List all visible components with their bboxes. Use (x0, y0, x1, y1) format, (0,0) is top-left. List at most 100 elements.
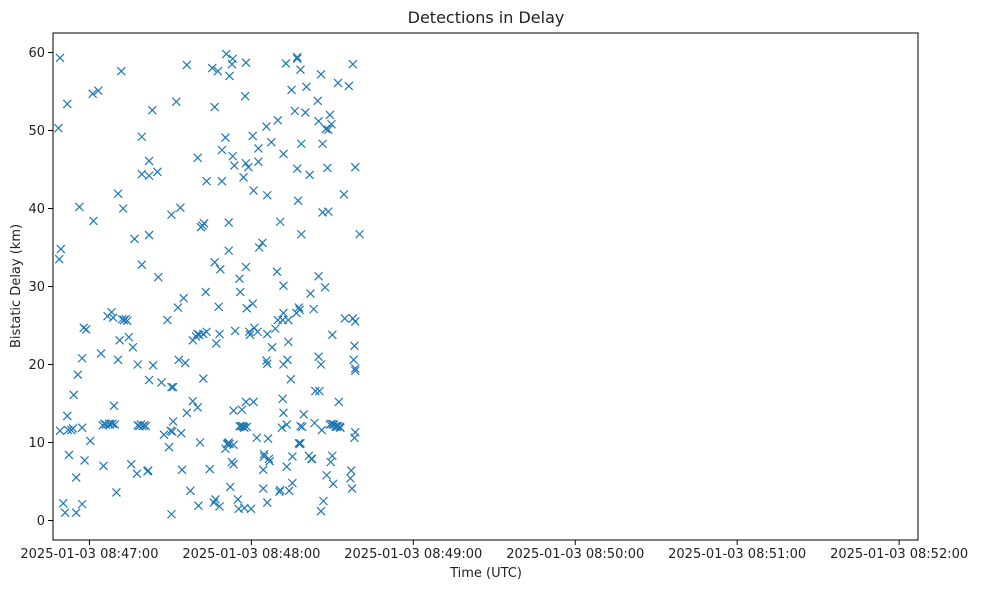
scatter-point (221, 49, 231, 59)
y-axis: 0 10 20 30 40 50 60 (28, 46, 53, 529)
scatter-point (340, 314, 350, 323)
y-tick-label: 30 (28, 280, 45, 295)
scatter-point (229, 440, 238, 450)
scatter-point (314, 271, 323, 281)
plot-frame (52, 32, 919, 541)
scatter-point (334, 397, 344, 407)
scatter-point (207, 63, 217, 73)
y-axis-label: Bistatic Delay (km) (9, 224, 24, 348)
scatter-point (287, 452, 297, 461)
y-tick-label: 50 (28, 124, 45, 139)
scatter-point (296, 229, 306, 239)
scatter-point (293, 196, 303, 206)
scatter-point (116, 66, 126, 76)
scatter-point (292, 52, 302, 62)
chart-title: Detections in Delay (408, 8, 565, 27)
scatter-point (168, 382, 178, 392)
scatter-point (64, 450, 74, 460)
scatter-point (118, 204, 128, 213)
scatter-point (258, 465, 268, 475)
scatter-point (182, 408, 192, 418)
scatter-point (233, 495, 243, 504)
scatter-point (193, 153, 203, 163)
scatter-point (239, 423, 249, 433)
scatter-point (175, 203, 185, 213)
scatter-point (77, 353, 87, 363)
scatter-point (113, 189, 123, 199)
scatter-point (176, 428, 186, 438)
scatter-point (71, 508, 81, 518)
scatter-point (111, 487, 121, 497)
scatter-point (198, 374, 208, 383)
scatter-point (286, 374, 296, 384)
scatter-point (279, 281, 288, 291)
scatter-point (137, 169, 147, 179)
scatter-point (130, 234, 139, 244)
scatter-point (224, 246, 234, 256)
scatter-point (316, 360, 326, 369)
scatter-point (228, 151, 238, 161)
scatter-point (321, 124, 331, 134)
scatter-point (217, 145, 227, 155)
scatter-point (225, 71, 234, 81)
scatter-point (89, 216, 98, 226)
scatter-point (144, 171, 154, 181)
scatter-point (316, 506, 326, 516)
scatter-point (344, 81, 354, 91)
scatter-point (53, 123, 63, 133)
scatter-point (80, 456, 90, 465)
scatter-point (266, 137, 276, 147)
scatter-point (54, 254, 64, 264)
scatter-point (249, 186, 258, 195)
scatter-point (99, 461, 108, 471)
scatter-point (132, 469, 142, 479)
scatter-point (319, 496, 328, 506)
scatter-point (283, 337, 293, 347)
scatter-point (243, 162, 253, 172)
scatter-point (241, 262, 251, 272)
scatter-point (327, 330, 337, 340)
scatter-point (264, 454, 274, 464)
scatter-point (323, 125, 333, 135)
x-tick-label: 2025-01-03 08:47:00 (20, 547, 158, 562)
scatter-point (73, 370, 83, 380)
scatter-point (262, 359, 272, 369)
scatter-point (306, 289, 315, 298)
scatter-point (195, 438, 205, 447)
scatter-point (299, 409, 309, 419)
scatter-point (210, 257, 220, 267)
scatter-point (302, 82, 311, 92)
scatter-point (325, 110, 335, 120)
scatter-point (283, 315, 293, 325)
scatter-point (327, 119, 336, 129)
scatter-point (202, 176, 211, 186)
scatter-point (350, 162, 360, 172)
scatter-point (143, 466, 153, 476)
scatter-point (248, 131, 258, 141)
scatter-point (279, 408, 288, 418)
y-tick-label: 20 (28, 358, 45, 373)
scatter-point (350, 427, 360, 437)
scatter-point (164, 442, 174, 452)
scatter-point (270, 324, 280, 334)
scatter-point (153, 167, 162, 177)
scatter-point (313, 96, 323, 106)
scatter-point (316, 69, 326, 79)
scatter-point (275, 217, 285, 227)
scatter-point (317, 425, 327, 435)
scatter-point (113, 355, 123, 365)
scatter-point (348, 59, 358, 69)
scatter-point (56, 244, 66, 254)
scatter-point (214, 302, 224, 312)
x-tick-label: 2025-01-03 08:49:00 (344, 547, 482, 562)
scatter-point (241, 158, 251, 168)
scatter-point (77, 499, 87, 509)
scatter-point (133, 360, 143, 369)
x-tick-label: 2025-01-03 08:51:00 (668, 547, 806, 562)
scatter-point (296, 139, 306, 149)
scatter-point (258, 484, 268, 493)
scatter-point (185, 486, 195, 496)
scatter-point (199, 218, 209, 228)
scatter-point (167, 427, 177, 437)
x-axis-label: Time (UTC) (449, 566, 522, 581)
